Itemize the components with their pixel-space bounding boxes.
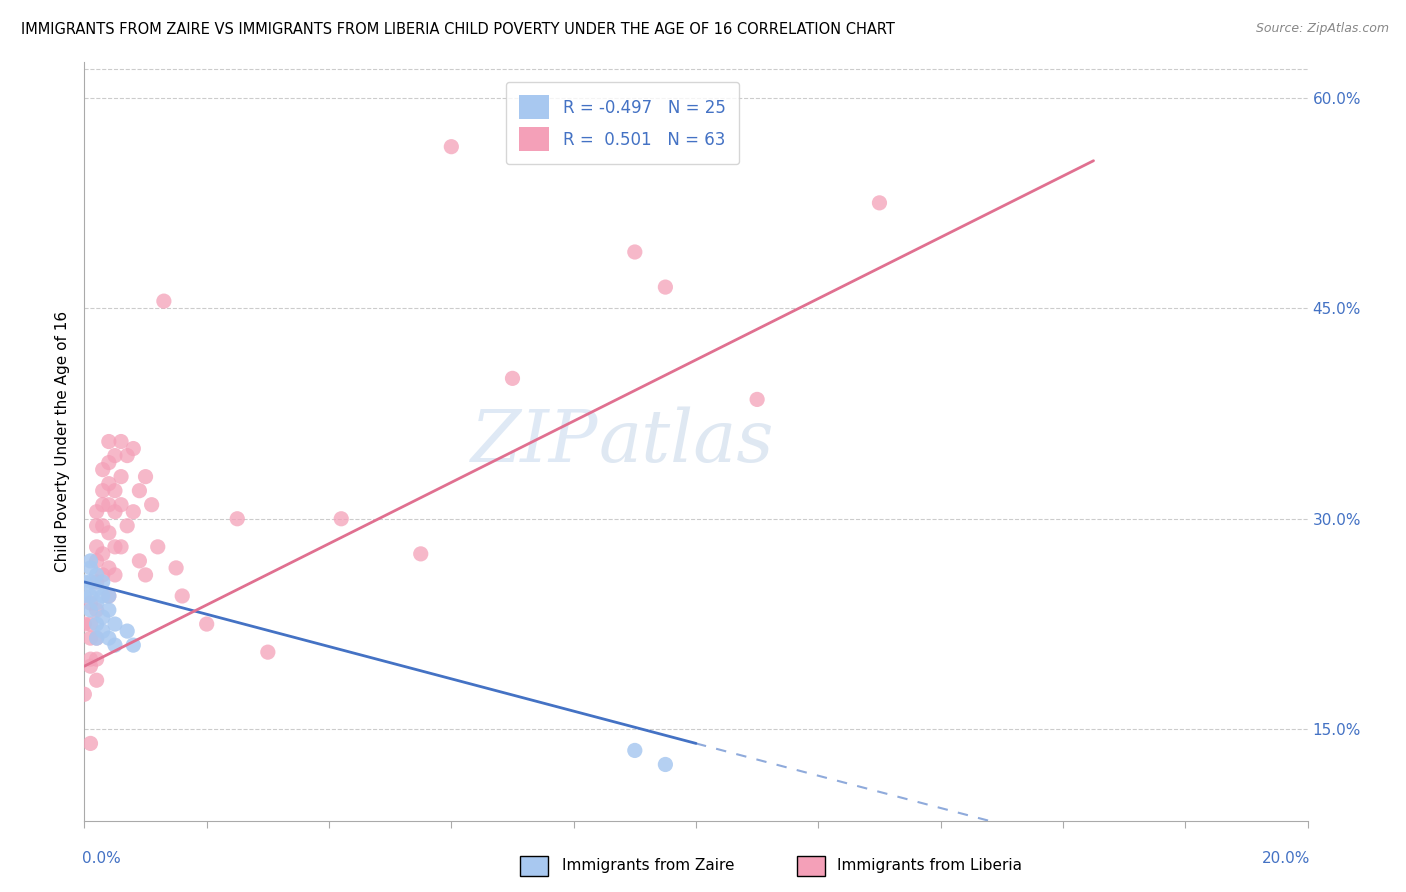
Point [97, 561, 120, 575]
Point [86, 505, 108, 519]
Text: atlas: atlas [598, 406, 773, 477]
Point [91, 589, 114, 603]
Point [97, 525, 120, 540]
Point [104, 449, 127, 463]
Point [115, 449, 138, 463]
Point [97, 631, 120, 645]
Point [97, 589, 120, 603]
Point [104, 617, 127, 632]
Point [79, 603, 101, 617]
Point [165, 561, 187, 575]
Point [79, 574, 101, 589]
Point [79, 617, 101, 632]
Point [502, 371, 524, 385]
Point [86, 574, 108, 589]
Point [86, 652, 108, 666]
Point [110, 469, 132, 483]
Point [91, 462, 114, 476]
Point [440, 139, 463, 153]
Y-axis label: Child Poverty Under the Age of 16: Child Poverty Under the Age of 16 [55, 311, 70, 572]
Text: Source: ZipAtlas.com: Source: ZipAtlas.com [1256, 22, 1389, 36]
Point [86, 568, 108, 582]
Point [624, 743, 647, 757]
Point [226, 512, 249, 526]
Point [79, 736, 101, 750]
Point [86, 631, 108, 645]
Point [86, 540, 108, 554]
Point [86, 617, 108, 632]
Point [115, 518, 138, 533]
Point [104, 483, 127, 498]
Point [73, 574, 96, 589]
Point [97, 603, 120, 617]
Point [97, 456, 120, 470]
Point [110, 540, 132, 554]
Point [73, 617, 96, 632]
Point [97, 476, 120, 491]
Point [79, 631, 101, 645]
Point [654, 280, 676, 294]
Point [115, 624, 138, 639]
Point [122, 505, 145, 519]
Text: Immigrants from Liberia: Immigrants from Liberia [837, 858, 1022, 872]
Text: Immigrants from Zaire: Immigrants from Zaire [562, 858, 735, 872]
Point [104, 638, 127, 652]
Point [135, 568, 157, 582]
Point [73, 589, 96, 603]
Point [146, 540, 169, 554]
Point [91, 624, 114, 639]
Point [128, 554, 150, 568]
Point [104, 505, 127, 519]
Point [869, 195, 891, 210]
Point [91, 483, 114, 498]
Point [104, 540, 127, 554]
Point [91, 498, 114, 512]
Point [91, 574, 114, 589]
Point [86, 518, 108, 533]
Point [91, 547, 114, 561]
Point [409, 547, 432, 561]
Point [624, 245, 647, 260]
Point [86, 554, 108, 568]
Point [110, 498, 132, 512]
Point [257, 645, 280, 659]
Point [91, 610, 114, 624]
Point [122, 638, 145, 652]
Point [110, 434, 132, 449]
Point [79, 561, 101, 575]
Point [141, 498, 163, 512]
Text: 20.0%: 20.0% [1261, 851, 1310, 866]
Point [91, 518, 114, 533]
Point [91, 568, 114, 582]
Point [73, 687, 96, 701]
Point [97, 589, 120, 603]
Point [97, 434, 120, 449]
Legend: R = -0.497   N = 25, R =  0.501   N = 63: R = -0.497 N = 25, R = 0.501 N = 63 [506, 82, 740, 164]
Point [79, 589, 101, 603]
Point [97, 498, 120, 512]
Point [79, 554, 101, 568]
Point [128, 483, 150, 498]
Point [122, 442, 145, 456]
Point [104, 568, 127, 582]
Point [135, 469, 157, 483]
Point [86, 582, 108, 596]
Point [79, 659, 101, 673]
Point [86, 596, 108, 610]
Point [172, 589, 194, 603]
Point [747, 392, 769, 407]
Text: ZIP: ZIP [471, 406, 598, 477]
Point [195, 617, 218, 632]
Point [79, 596, 101, 610]
Point [79, 652, 101, 666]
Text: IMMIGRANTS FROM ZAIRE VS IMMIGRANTS FROM LIBERIA CHILD POVERTY UNDER THE AGE OF : IMMIGRANTS FROM ZAIRE VS IMMIGRANTS FROM… [21, 22, 896, 37]
Point [86, 631, 108, 645]
Point [153, 294, 176, 309]
Point [86, 603, 108, 617]
Point [330, 512, 353, 526]
Point [654, 757, 676, 772]
Text: 0.0%: 0.0% [82, 851, 121, 866]
Point [86, 673, 108, 688]
